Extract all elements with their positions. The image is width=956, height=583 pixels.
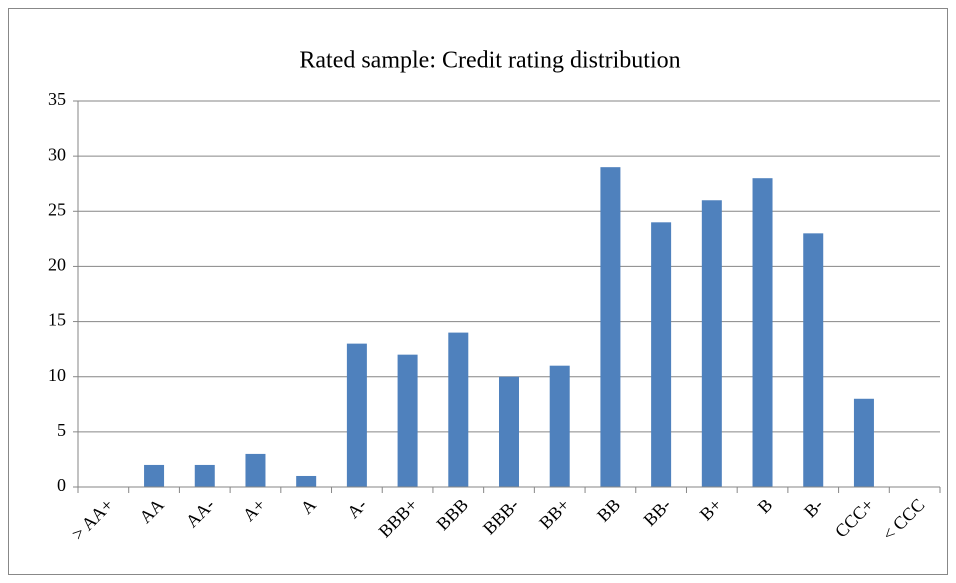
chart-title: Rated sample: Credit rating distribution bbox=[299, 48, 680, 74]
bar bbox=[245, 453, 266, 487]
y-tick-label: 0 bbox=[57, 475, 66, 495]
y-tick-label: 15 bbox=[48, 310, 66, 330]
bar bbox=[296, 475, 317, 487]
chart-border bbox=[8, 8, 948, 575]
bar bbox=[448, 332, 469, 487]
bar bbox=[701, 200, 722, 487]
bar bbox=[853, 398, 874, 487]
y-tick-label: 35 bbox=[48, 89, 66, 109]
y-tick-label: 25 bbox=[48, 199, 66, 219]
y-tick-label: 10 bbox=[48, 365, 66, 385]
bar bbox=[144, 464, 165, 487]
bar bbox=[499, 376, 519, 487]
bar bbox=[803, 233, 824, 487]
bar bbox=[600, 167, 621, 487]
bar bbox=[194, 464, 215, 487]
bar bbox=[346, 343, 367, 487]
bar bbox=[397, 354, 418, 487]
bar bbox=[752, 178, 773, 487]
bar bbox=[549, 365, 570, 487]
y-tick-label: 20 bbox=[48, 255, 66, 275]
y-tick-label: 5 bbox=[57, 420, 66, 440]
y-tick-label: 30 bbox=[48, 144, 66, 164]
bar bbox=[651, 222, 672, 488]
